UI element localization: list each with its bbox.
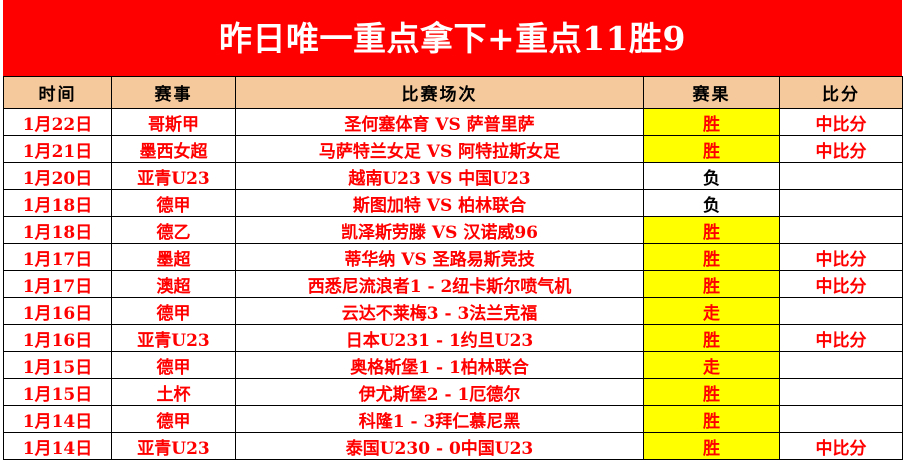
column-header-match: 比赛场次 bbox=[235, 76, 644, 109]
cell-score: 中比分 bbox=[779, 324, 903, 352]
cell-match: 科隆1 - 3拜仁慕尼黑 bbox=[235, 405, 644, 433]
table-row: 1月17日 澳超 西悉尼流浪者1 - 2纽卡斯尔喷气机胜中比分 bbox=[3, 270, 903, 298]
cell-league: 墨超 bbox=[111, 243, 236, 271]
table-body: 1月22日 哥斯甲 圣何塞体育 VS 萨普里萨胜中比分 1月21日 墨西女超 马萨特兰女足… bbox=[3, 108, 903, 460]
table-row: 1月14日 德甲 科隆1 - 3拜仁慕尼黑胜 bbox=[3, 405, 903, 433]
cell-league: 亚青U23 bbox=[111, 324, 236, 352]
cell-league: 哥斯甲 bbox=[111, 108, 236, 136]
cell-score bbox=[779, 378, 903, 406]
table-row: 1月18日 德甲 斯图加特 VS 柏林联合负 bbox=[3, 189, 903, 217]
cell-match: 圣何塞体育 VS 萨普里萨 bbox=[235, 108, 644, 136]
column-header-score: 比分 bbox=[779, 76, 903, 109]
table-row: 1月16日 德甲 云达不莱梅3 - 3法兰克福走 bbox=[3, 297, 903, 325]
cell-score bbox=[779, 216, 903, 244]
cell-score: 中比分 bbox=[779, 243, 903, 271]
cell-time: 1月14日 bbox=[3, 432, 112, 460]
table-row: 1月22日 哥斯甲 圣何塞体育 VS 萨普里萨胜中比分 bbox=[3, 108, 903, 136]
cell-score: 中比分 bbox=[779, 432, 903, 460]
table-row: 1月15日 土杯 伊尤斯堡2 - 1厄德尔胜 bbox=[3, 378, 903, 406]
cell-match: 凯泽斯劳滕 VS 汉诺威96 bbox=[235, 216, 644, 244]
cell-match: 泰国U230 - 0中国U23 bbox=[235, 432, 644, 460]
cell-time: 1月18日 bbox=[3, 216, 112, 244]
cell-score bbox=[779, 162, 903, 190]
cell-league: 德甲 bbox=[111, 189, 236, 217]
cell-score: 中比分 bbox=[779, 135, 903, 163]
table-row: 1月17日 墨超 蒂华纳 VS 圣路易斯竞技胜中比分 bbox=[3, 243, 903, 271]
cell-time: 1月18日 bbox=[3, 189, 112, 217]
cell-time: 1月21日 bbox=[3, 135, 112, 163]
cell-league: 墨西女超 bbox=[111, 135, 236, 163]
cell-time: 1月16日 bbox=[3, 324, 112, 352]
cell-result: 走 bbox=[643, 351, 780, 379]
table-row: 1月16日 亚青U23 日本U231 - 1约旦U23 胜中比分 bbox=[3, 324, 903, 352]
match-results-table: 时间 赛事 比赛场次 赛果 比分 1月22日 哥斯甲 圣何塞体育 VS 萨普里萨胜中… bbox=[3, 76, 903, 460]
cell-result: 胜 bbox=[643, 243, 780, 271]
cell-result: 胜 bbox=[643, 324, 780, 352]
cell-time: 1月16日 bbox=[3, 297, 112, 325]
cell-time: 1月17日 bbox=[3, 270, 112, 298]
table-row: 1月21日 墨西女超 马萨特兰女足 VS 阿特拉斯女足胜中比分 bbox=[3, 135, 903, 163]
cell-league: 德甲 bbox=[111, 297, 236, 325]
cell-result: 胜 bbox=[643, 135, 780, 163]
table-row: 1月18日 德乙 凯泽斯劳滕 VS 汉诺威96 胜 bbox=[3, 216, 903, 244]
cell-time: 1月15日 bbox=[3, 351, 112, 379]
cell-result: 负 bbox=[643, 162, 780, 190]
cell-match: 越南U23 VS 中国U23 bbox=[235, 162, 644, 190]
cell-league: 德甲 bbox=[111, 405, 236, 433]
cell-match: 蒂华纳 VS 圣路易斯竞技 bbox=[235, 243, 644, 271]
cell-result: 走 bbox=[643, 297, 780, 325]
cell-league: 土杯 bbox=[111, 378, 236, 406]
cell-match: 西悉尼流浪者1 - 2纽卡斯尔喷气机 bbox=[235, 270, 644, 298]
page-title: 昨日唯一重点拿下+重点11胜9 bbox=[218, 18, 687, 58]
cell-score bbox=[779, 189, 903, 217]
cell-time: 1月15日 bbox=[3, 378, 112, 406]
cell-time: 1月17日 bbox=[3, 243, 112, 271]
cell-league: 亚青U23 bbox=[111, 432, 236, 460]
cell-match: 伊尤斯堡2 - 1厄德尔 bbox=[235, 378, 644, 406]
cell-match: 马萨特兰女足 VS 阿特拉斯女足 bbox=[235, 135, 644, 163]
cell-league: 澳超 bbox=[111, 270, 236, 298]
banner: 昨日唯一重点拿下+重点11胜9 bbox=[3, 0, 902, 76]
column-header-time: 时间 bbox=[3, 76, 112, 109]
table-row: 1月14日 亚青U23 泰国U230 - 0中国U23 胜中比分 bbox=[3, 432, 903, 460]
cell-match: 斯图加特 VS 柏林联合 bbox=[235, 189, 644, 217]
cell-league: 德乙 bbox=[111, 216, 236, 244]
column-header-result: 赛果 bbox=[643, 76, 780, 109]
cell-match: 日本U231 - 1约旦U23 bbox=[235, 324, 644, 352]
cell-time: 1月20日 bbox=[3, 162, 112, 190]
cell-match: 奥格斯堡1 - 1柏林联合 bbox=[235, 351, 644, 379]
table-row: 1月20日 亚青U23 越南U23 VS 中国U23 负 bbox=[3, 162, 903, 190]
cell-result: 胜 bbox=[643, 405, 780, 433]
cell-time: 1月22日 bbox=[3, 108, 112, 136]
cell-score: 中比分 bbox=[779, 270, 903, 298]
table-header: 时间 赛事 比赛场次 赛果 比分 bbox=[3, 76, 903, 109]
cell-score bbox=[779, 351, 903, 379]
cell-result: 负 bbox=[643, 189, 780, 217]
cell-result: 胜 bbox=[643, 270, 780, 298]
cell-result: 胜 bbox=[643, 432, 780, 460]
cell-result: 胜 bbox=[643, 378, 780, 406]
cell-score: 中比分 bbox=[779, 108, 903, 136]
cell-time: 1月14日 bbox=[3, 405, 112, 433]
cell-league: 亚青U23 bbox=[111, 162, 236, 190]
cell-match: 云达不莱梅3 - 3法兰克福 bbox=[235, 297, 644, 325]
cell-result: 胜 bbox=[643, 108, 780, 136]
cell-score bbox=[779, 297, 903, 325]
cell-result: 胜 bbox=[643, 216, 780, 244]
cell-score bbox=[779, 405, 903, 433]
table-header-row: 时间 赛事 比赛场次 赛果 比分 bbox=[3, 76, 903, 109]
cell-league: 德甲 bbox=[111, 351, 236, 379]
table-row: 1月15日 德甲 奥格斯堡1 - 1柏林联合走 bbox=[3, 351, 903, 379]
column-header-league: 赛事 bbox=[111, 76, 236, 109]
